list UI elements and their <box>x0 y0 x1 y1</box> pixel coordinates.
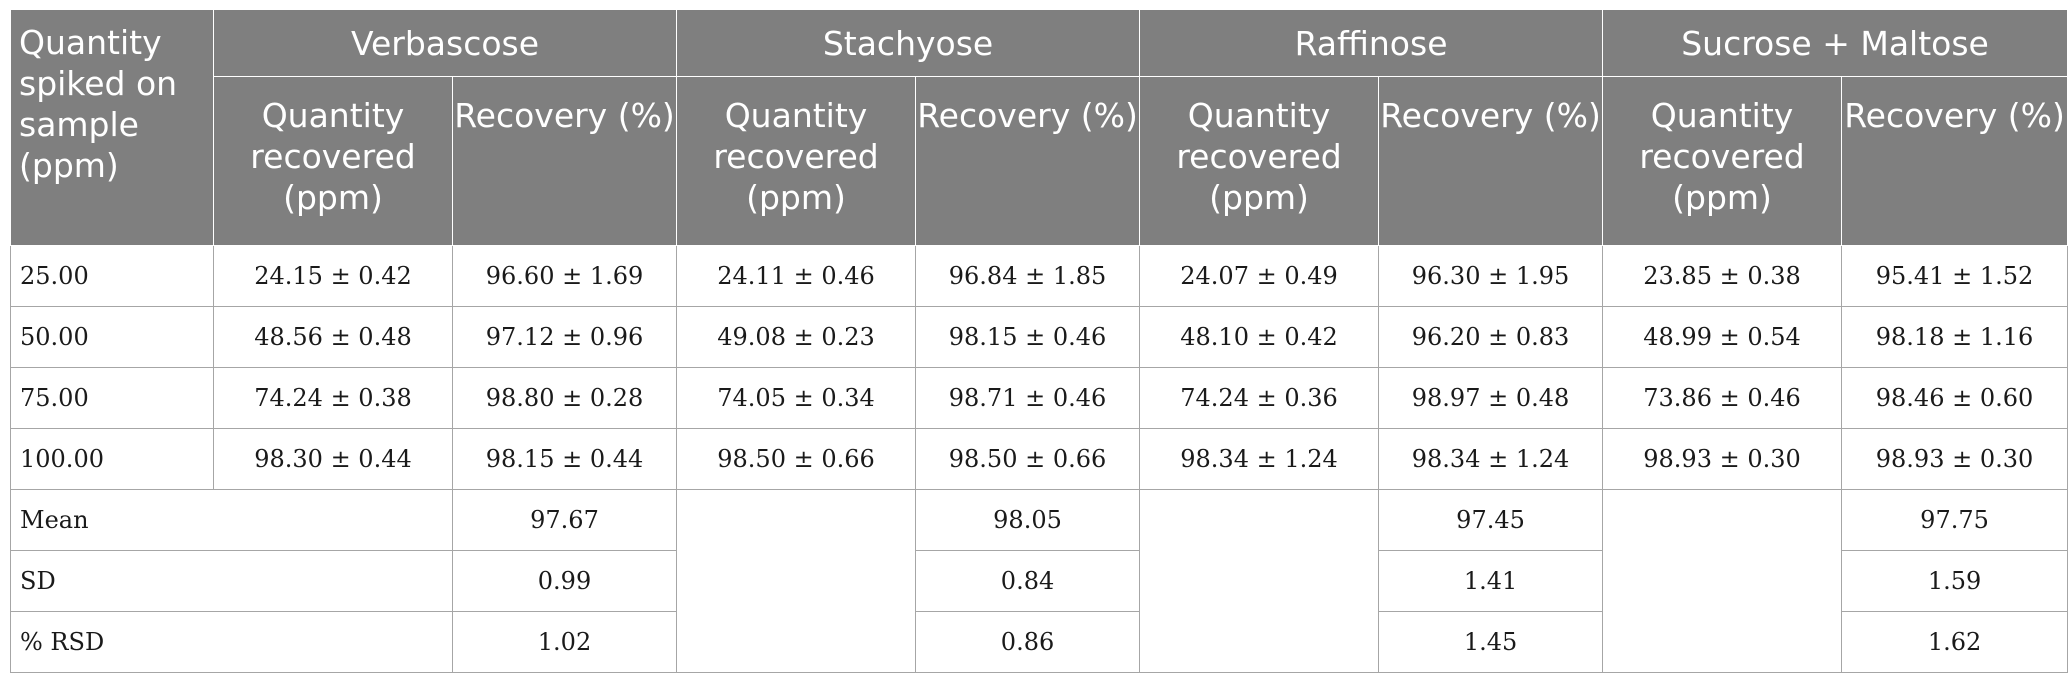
subheader-qty-recovered: Quantity recovered (ppm) <box>676 76 917 246</box>
subheader-recovery: Recovery (%) <box>1841 76 2068 246</box>
spike-cell: 75.00 <box>10 367 214 429</box>
subheader-qty-recovered: Quantity recovered (ppm) <box>1139 76 1380 246</box>
subheader-recovery: Recovery (%) <box>915 76 1141 246</box>
recovery-table: Quantity spiked on sample (ppm) Verbasco… <box>10 9 2068 673</box>
data-cell: 95.41 ± 1.52 <box>1841 245 2068 307</box>
data-cell: 23.85 ± 0.38 <box>1602 245 1843 307</box>
data-cell: 49.08 ± 0.23 <box>676 306 917 368</box>
header-sucrose-maltose: Sucrose + Maltose <box>1602 9 2068 77</box>
data-cell: 98.34 ± 1.24 <box>1378 428 1604 490</box>
stat-value: 97.45 <box>1378 489 1604 551</box>
spike-cell: 25.00 <box>10 245 214 307</box>
data-cell: 96.60 ± 1.69 <box>451 245 678 307</box>
data-cell: 98.34 ± 1.24 <box>1139 428 1380 490</box>
data-cell: 48.10 ± 0.42 <box>1139 306 1380 368</box>
stat-value: 1.62 <box>1841 611 2068 673</box>
data-cell: 98.80 ± 0.28 <box>451 367 678 429</box>
data-cell: 74.24 ± 0.38 <box>213 367 453 429</box>
stat-value: 0.99 <box>451 550 678 612</box>
data-cell: 98.50 ± 0.66 <box>676 428 917 490</box>
header-raffinose: Raffinose <box>1139 9 1604 77</box>
data-cell: 97.12 ± 0.96 <box>451 306 678 368</box>
subheader-qty-recovered: Quantity recovered (ppm) <box>1602 76 1843 246</box>
stat-value: 1.59 <box>1841 550 2068 612</box>
subheader-recovery: Recovery (%) <box>1378 76 1604 246</box>
data-cell: 98.18 ± 1.16 <box>1841 306 2068 368</box>
stat-value: 0.84 <box>915 550 1141 612</box>
data-cell: 24.11 ± 0.46 <box>676 245 917 307</box>
stats-row-mean: Mean 97.67 98.05 97.45 97.75 <box>10 489 2068 673</box>
header-stachyose: Stachyose <box>676 9 1141 77</box>
table-row: 50.00 48.56 ± 0.48 97.12 ± 0.96 49.08 ± … <box>10 306 2068 368</box>
data-cell: 48.99 ± 0.54 <box>1602 306 1843 368</box>
empty-cell <box>1139 489 1380 673</box>
stat-value: 97.67 <box>451 489 678 551</box>
table-row: 75.00 74.24 ± 0.38 98.80 ± 0.28 74.05 ± … <box>10 367 2068 429</box>
data-cell: 98.93 ± 0.30 <box>1602 428 1843 490</box>
data-cell: 98.46 ± 0.60 <box>1841 367 2068 429</box>
table-row: 100.00 98.30 ± 0.44 98.15 ± 0.44 98.50 ±… <box>10 428 2068 490</box>
stat-value: 1.02 <box>451 611 678 673</box>
spike-cell: 100.00 <box>10 428 214 490</box>
data-cell: 96.20 ± 0.83 <box>1378 306 1604 368</box>
data-cell: 73.86 ± 0.46 <box>1602 367 1843 429</box>
data-cell: 98.93 ± 0.30 <box>1841 428 2068 490</box>
stat-value: 0.86 <box>915 611 1141 673</box>
stat-value: 1.45 <box>1378 611 1604 673</box>
table-row: 25.00 24.15 ± 0.42 96.60 ± 1.69 24.11 ± … <box>10 245 2068 307</box>
stat-value: 98.05 <box>915 489 1141 551</box>
data-cell: 24.07 ± 0.49 <box>1139 245 1380 307</box>
empty-cell <box>676 489 917 673</box>
stats-row-rsd: % RSD 1.02 0.86 1.45 1.62 <box>10 611 2068 673</box>
data-cell: 98.71 ± 0.46 <box>915 367 1141 429</box>
data-cell: 98.15 ± 0.46 <box>915 306 1141 368</box>
spike-cell: 50.00 <box>10 306 214 368</box>
stat-label-rsd: % RSD <box>10 611 453 673</box>
data-cell: 24.15 ± 0.42 <box>213 245 453 307</box>
stat-label-mean: Mean <box>10 489 453 551</box>
stat-value: 1.41 <box>1378 550 1604 612</box>
subheader-qty-recovered: Quantity recovered (ppm) <box>213 76 453 246</box>
data-cell: 98.97 ± 0.48 <box>1378 367 1604 429</box>
data-cell: 98.15 ± 0.44 <box>451 428 678 490</box>
data-cell: 48.56 ± 0.48 <box>213 306 453 368</box>
data-cell: 96.84 ± 1.85 <box>915 245 1141 307</box>
subheader-recovery: Recovery (%) <box>451 76 678 246</box>
stat-label-sd: SD <box>10 550 453 612</box>
recovery-table-container: Quantity spiked on sample (ppm) Verbasco… <box>10 9 2068 673</box>
data-cell: 74.05 ± 0.34 <box>676 367 917 429</box>
empty-cell <box>1602 489 1843 673</box>
data-cell: 98.30 ± 0.44 <box>213 428 453 490</box>
data-cell: 98.50 ± 0.66 <box>915 428 1141 490</box>
data-cell: 96.30 ± 1.95 <box>1378 245 1604 307</box>
header-quantity-spiked: Quantity spiked on sample (ppm) <box>10 9 214 246</box>
header-verbascose: Verbascose <box>212 9 678 77</box>
stat-value: 97.75 <box>1841 489 2068 551</box>
data-cell: 74.24 ± 0.36 <box>1139 367 1380 429</box>
